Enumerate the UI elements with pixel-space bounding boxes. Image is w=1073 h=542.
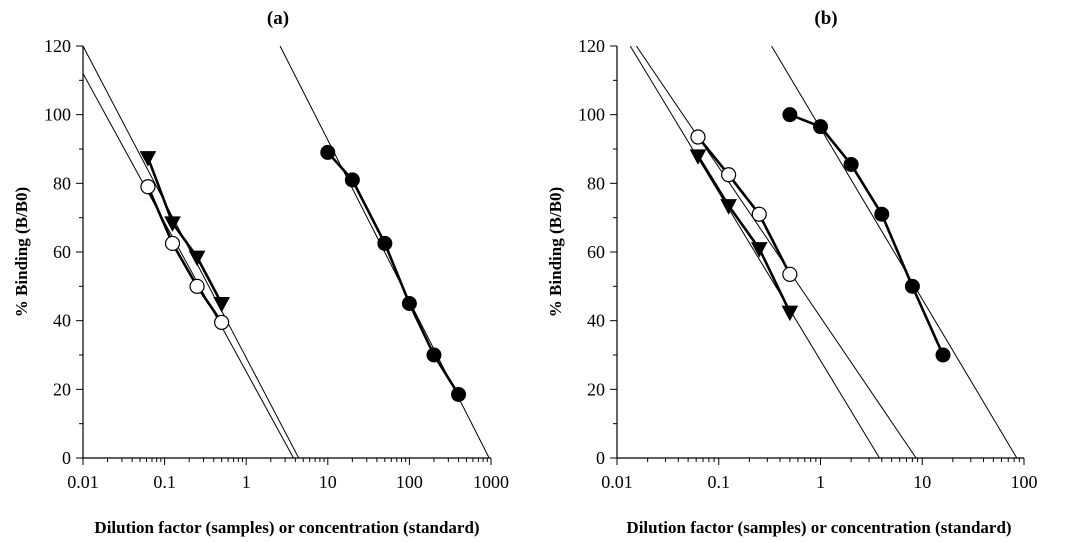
data-point bbox=[690, 129, 706, 145]
series-triangle-down-filled bbox=[139, 151, 230, 313]
y-tick-label: 60 bbox=[53, 242, 71, 262]
data-point bbox=[874, 206, 890, 222]
x-tick-label: 1 bbox=[242, 472, 251, 492]
fit-lines bbox=[83, 46, 490, 458]
y-tick-label: 80 bbox=[53, 173, 71, 193]
series-circle-open bbox=[690, 129, 798, 282]
series-line bbox=[146, 186, 223, 324]
y-tick-label: 60 bbox=[587, 242, 605, 262]
y-tick-label: 120 bbox=[578, 36, 605, 56]
y-axis-label: % Binding (B/B0) bbox=[546, 187, 565, 317]
y-tick-label: 0 bbox=[62, 448, 71, 468]
fit-line-2 bbox=[635, 46, 917, 458]
x-tick-label: 0.1 bbox=[708, 472, 731, 492]
series-circle-open bbox=[140, 179, 230, 330]
series-line bbox=[789, 113, 945, 356]
data-point bbox=[904, 278, 920, 294]
x-tick-label: 1000 bbox=[473, 472, 509, 492]
x-tick-label: 100 bbox=[396, 472, 423, 492]
fit-line-2 bbox=[83, 73, 294, 458]
data-point bbox=[721, 167, 737, 183]
data-point bbox=[344, 172, 360, 188]
y-tick-label: 20 bbox=[587, 379, 605, 399]
y-tick-label: 40 bbox=[53, 311, 71, 331]
data-point bbox=[813, 119, 828, 135]
x-tick-label: 0.01 bbox=[67, 472, 99, 492]
y-axis-label: % Binding (B/B0) bbox=[12, 187, 31, 317]
data-point bbox=[843, 156, 859, 172]
y-tick-label: 80 bbox=[587, 173, 605, 193]
y-tick-label: 120 bbox=[44, 36, 71, 56]
data-point bbox=[689, 149, 707, 165]
x-tick-label: 0.1 bbox=[153, 472, 176, 492]
data-point bbox=[213, 297, 230, 313]
data-point bbox=[189, 278, 205, 294]
x-tick-label: 100 bbox=[1011, 472, 1038, 492]
x-tick-label: 0.01 bbox=[601, 472, 633, 492]
y-tick-label: 40 bbox=[587, 311, 605, 331]
y-tick-label: 20 bbox=[53, 379, 71, 399]
data-point bbox=[377, 235, 393, 251]
data-point bbox=[451, 386, 467, 402]
data-point bbox=[750, 242, 768, 258]
series-circle-filled bbox=[782, 107, 951, 363]
y-tick-label: 0 bbox=[596, 448, 605, 468]
data-point bbox=[782, 266, 798, 282]
series-line bbox=[696, 136, 792, 275]
data-point bbox=[720, 199, 737, 215]
data-point bbox=[426, 347, 442, 363]
x-tick-label: 1 bbox=[816, 472, 825, 492]
data-point bbox=[401, 296, 417, 311]
series-triangle-down-filled bbox=[689, 149, 799, 322]
fit-lines bbox=[629, 46, 1018, 458]
data-point bbox=[188, 250, 206, 267]
x-tick-label: 10 bbox=[913, 472, 931, 492]
panel-title: (a) bbox=[267, 8, 289, 29]
data-point bbox=[935, 347, 951, 363]
data-point bbox=[214, 314, 230, 330]
data-point bbox=[139, 151, 157, 167]
y-tick-label: 100 bbox=[44, 105, 71, 125]
chart-panel-a: 0 20 40 60 80 100 120 0.01 0.1 1 10 100 1000 (a) Dilut… bbox=[12, 8, 509, 537]
x-axis-label: Dilution factor (samples) or concentrati… bbox=[626, 518, 1011, 537]
data-point bbox=[782, 107, 798, 123]
series-circle-filled bbox=[320, 144, 467, 402]
data-point bbox=[751, 206, 767, 222]
series-line bbox=[696, 155, 792, 313]
series-line bbox=[146, 157, 223, 305]
data-point bbox=[320, 144, 336, 160]
y-tick-label: 100 bbox=[578, 105, 605, 125]
x-axis-label: Dilution factor (samples) or concentrati… bbox=[94, 518, 479, 537]
panel-title: (b) bbox=[814, 8, 837, 29]
data-point bbox=[140, 179, 156, 195]
chart-panel-b: 0 20 40 60 80 100 120 0.01 0.1 1 10 100 (b) Dilution … bbox=[546, 8, 1038, 537]
data-point bbox=[164, 235, 181, 252]
fit-line-3 bbox=[771, 46, 1018, 458]
data-point bbox=[781, 305, 799, 322]
x-tick-label: 10 bbox=[319, 472, 337, 492]
data-point bbox=[164, 216, 181, 232]
fit-line-1 bbox=[629, 46, 880, 458]
